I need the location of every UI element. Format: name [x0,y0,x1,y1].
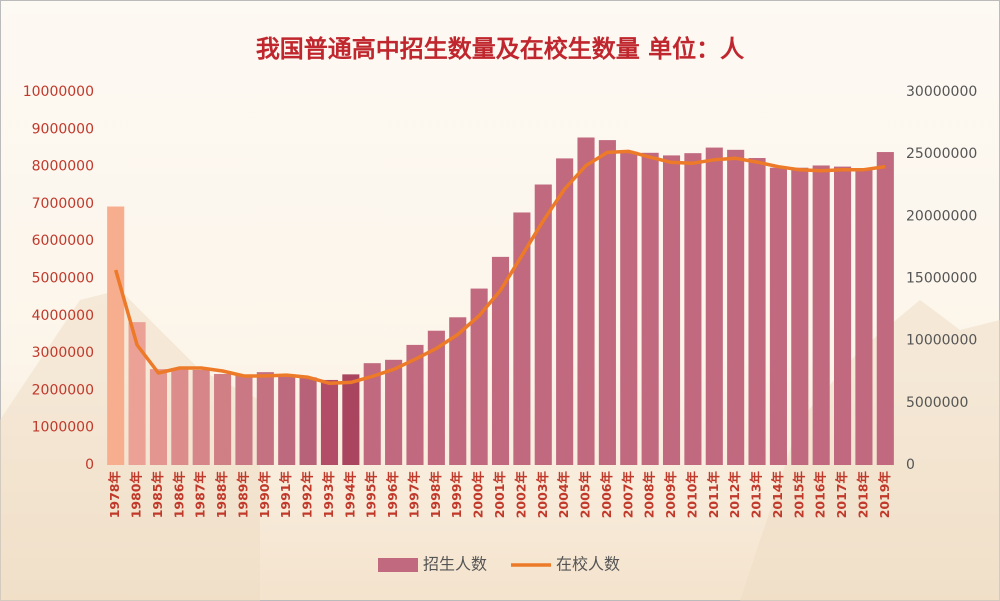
bar [662,155,681,465]
bar [620,151,638,465]
bar [192,369,210,465]
bar [171,368,189,465]
x-tick-label: 2017年 [834,471,849,519]
legend-label: 在校人数 [556,555,620,574]
y-tick-label: 5000000 [32,271,94,287]
x-tick-label: 2019年 [877,471,892,519]
bar [256,372,274,465]
x-tick-label: 2002年 [513,471,528,519]
y2-tick-label: 25000000 [906,146,977,162]
bar [342,374,360,465]
bar [577,137,595,466]
bar [491,256,510,465]
y-tick-label: 4000000 [32,308,94,324]
x-tick-label: 1978年 [107,471,122,519]
x-tick-label: 2015年 [791,471,806,519]
y-tick-label: 6000000 [32,233,94,249]
legend: 招生人数 在校人数 [378,555,620,574]
legend-label: 招生人数 [423,555,487,574]
chart-title: 我国普通高中招生数量及在校生数量 单位：人 [256,35,744,63]
bar [876,152,894,466]
bar [684,153,702,465]
x-tick-label: 1993年 [321,471,336,519]
x-tick-label: 2008年 [642,471,657,519]
y-tick-label: 7000000 [32,196,94,212]
x-tick-label: 2009年 [663,471,678,519]
bar [598,140,616,465]
legend-swatch [378,558,418,572]
bar [556,158,574,466]
bar [534,184,552,465]
y2-tick-label: 20000000 [906,208,977,224]
bar [214,373,232,465]
bar [385,359,403,465]
bar [812,165,830,465]
x-tick-label: 1994年 [342,471,357,519]
y-tick-label: 10000000 [23,84,94,100]
x-tick-label: 2010年 [684,471,699,519]
bar [278,374,296,465]
y-tick-label: 8000000 [32,159,94,175]
x-tick-label: 1991年 [278,471,293,519]
y2-tick-label: 15000000 [906,271,977,287]
y-tick-label: 0 [85,457,94,473]
y2-tick-label: 30000000 [906,84,977,100]
x-tick-label: 2013年 [749,471,764,519]
bar [769,167,787,465]
x-tick-label: 1986年 [171,471,186,519]
x-tick-label: 1985年 [150,471,165,519]
bar [470,288,488,465]
bar [855,169,873,465]
bar [641,152,659,465]
bar [149,369,167,465]
x-tick-label: 2005年 [578,471,593,519]
bar [107,206,125,466]
bar [513,212,531,465]
x-tick-label: 2014年 [770,471,785,519]
bar [406,344,424,465]
x-tick-label: 2000年 [471,471,486,519]
bar [320,379,339,465]
bar [748,158,766,465]
y-tick-label: 3000000 [32,345,94,361]
x-tick-label: 1992年 [300,471,315,519]
line [114,149,886,386]
bar [427,330,445,465]
x-tick-label: 1989年 [235,471,250,519]
x-tick-label: 2001年 [492,471,507,519]
x-tick-label: 1980年 [129,471,144,519]
x-tick-label: 1997年 [406,471,421,519]
bar [834,166,852,465]
x-tick-label: 2003年 [535,471,550,519]
y2-tick-label: 5000000 [906,395,968,411]
bar [363,363,381,465]
x-tick-label: 2018年 [855,471,870,519]
y-tick-label: 1000000 [32,420,94,436]
x-tick-label: 2006年 [599,471,614,519]
x-tick-label: 2004年 [556,471,571,519]
x-tick-label: 2007年 [620,471,635,519]
x-tick-label: 1990年 [257,471,272,519]
bar [727,149,745,465]
x-tick-label: 1988年 [214,471,229,519]
bar [449,317,467,465]
x-tick-label: 1996年 [385,471,400,519]
x-tick-label: 2012年 [727,471,742,519]
x-tick-label: 2016年 [813,471,828,519]
x-tick-label: 2011年 [706,471,721,519]
y-tick-label: 9000000 [32,121,94,137]
bar [299,377,317,465]
x-tick-label: 1999年 [449,471,464,519]
y2-tick-label: 0 [906,457,915,473]
x-tick-label: 1995年 [364,471,379,519]
bar [235,374,253,465]
y2-tick-label: 10000000 [906,333,977,349]
y-tick-label: 2000000 [32,382,94,398]
bar [128,322,146,465]
x-tick-label: 1987年 [193,471,208,519]
bar [791,167,809,465]
x-tick-label: 1998年 [428,471,443,519]
bar [705,147,723,465]
